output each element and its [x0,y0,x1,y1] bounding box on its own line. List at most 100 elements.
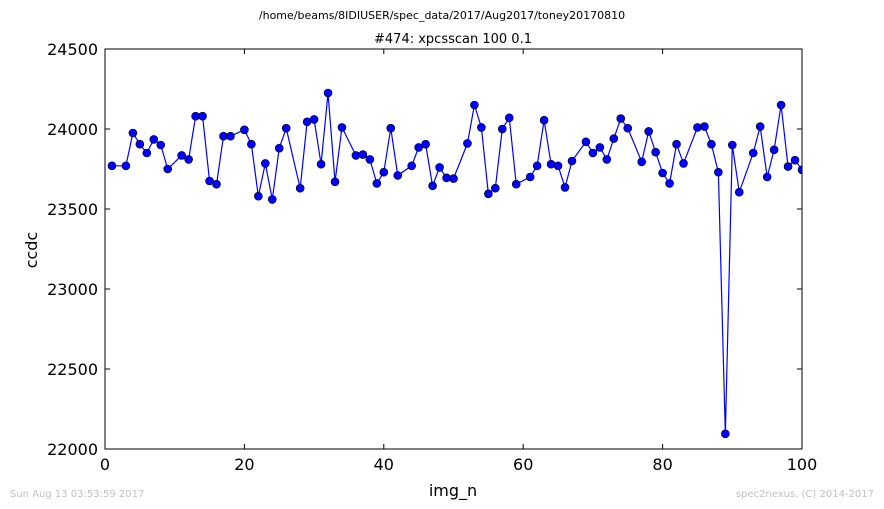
footer-credit: spec2nexus, (C) 2014-2017 [735,489,874,500]
data-point [309,115,319,124]
data-point [421,139,430,149]
data-point [240,125,249,135]
data-point [107,161,117,171]
data-point [149,135,159,144]
data-point [769,145,779,155]
data-point [700,122,709,131]
data-point [484,189,493,199]
data-point [672,139,681,149]
data-point [595,143,605,152]
x-tick-label: 100 [787,455,818,474]
data-point [428,181,437,191]
data-point [658,168,667,178]
series-line [111,92,802,434]
data-point [790,155,800,165]
data-point [497,124,507,134]
data-point [316,159,326,169]
y-tick-label: 24000 [47,120,98,139]
data-point [274,143,284,153]
data-point [121,161,131,171]
x-tick-label: 60 [513,455,533,474]
data-point [205,176,214,186]
data-point [616,114,626,123]
data-point [651,147,660,157]
x-axis-label: img_n [429,481,477,501]
data-point [477,123,486,132]
data-point [226,131,235,141]
data-point [783,162,793,171]
data-point [449,174,458,183]
data-point [414,143,423,152]
plot-area: 0 20 40 60 80 100 22000 22500 23000 23500 24000 245… [47,40,817,474]
data-point [644,127,653,136]
data-point [797,165,802,175]
y-tick-label: 24500 [47,40,98,59]
data-point [525,172,535,182]
y-tick-label: 23500 [47,200,98,219]
data-point [762,172,772,182]
x-tick-label: 20 [234,455,254,474]
chart-supertitle: /home/beams/8IDIUSER/spec_data/2017/Aug2… [259,9,625,22]
data-point [212,179,221,189]
data-point [539,115,549,125]
axes-frame [104,48,803,450]
data-point [358,150,368,159]
data-point [546,159,556,169]
data-point [135,139,145,149]
data-point [247,139,256,149]
data-point [142,148,152,158]
data-point [386,123,396,133]
x-tick-label: 0 [100,455,110,474]
data-point [748,148,758,158]
data-point [504,113,514,123]
data-point [463,139,472,148]
data-point [707,139,716,149]
data-point [588,148,598,158]
y-tick-label: 22500 [47,360,98,379]
data-point [470,100,479,110]
data-point [665,179,674,188]
data-point [330,177,340,187]
data-point [491,183,500,193]
data-point [609,134,619,143]
data-point [177,151,186,160]
data-point [184,155,193,164]
data-point [261,159,270,168]
data-point [727,140,737,150]
data-point [776,100,786,110]
data-point [511,179,521,189]
series-0 [107,88,802,439]
data-point [755,122,765,131]
data-point [714,167,723,177]
data-point [721,429,730,439]
data-point [267,195,277,204]
footer-timestamp: Sun Aug 13 03:53:59 2017 [10,489,145,500]
data-point [532,161,542,171]
y-axis-label: ccdc [22,232,41,269]
data-point [295,183,305,193]
data-point [198,111,207,121]
data-point [254,191,263,201]
data-point [337,123,347,132]
data-point [581,137,591,147]
data-point [163,164,173,174]
data-point [623,123,633,133]
data-point [365,155,375,164]
data-point [560,183,570,192]
data-point [156,140,166,150]
data-point [407,161,416,171]
x-tick-label: 80 [652,455,672,474]
data-point [602,155,612,164]
data-point [128,128,138,138]
data-point [372,179,382,188]
data-point [637,157,646,167]
y-tick-label: 23000 [47,280,98,299]
y-tick-label: 22000 [47,440,98,459]
data-point [393,171,403,180]
x-tick-label: 40 [374,455,394,474]
data-point [281,123,291,133]
data-point [323,88,333,98]
data-point [553,161,563,171]
data-point [567,156,577,166]
